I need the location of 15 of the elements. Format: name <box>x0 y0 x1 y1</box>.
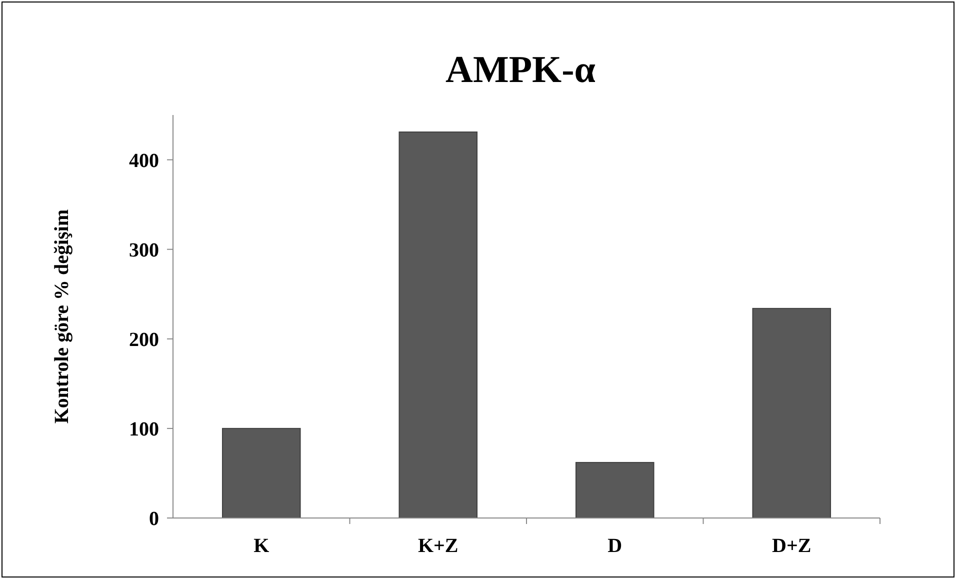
x-tick-label: K+Z <box>418 535 458 557</box>
bar <box>222 428 301 518</box>
x-tick-label: D <box>608 535 622 557</box>
y-tick-label: 100 <box>129 418 159 440</box>
y-axis-title: Kontrole göre % değişim <box>51 209 73 424</box>
bar <box>752 308 832 518</box>
y-tick-label: 0 <box>149 508 159 530</box>
y-tick-label: 200 <box>129 328 159 351</box>
bar <box>575 462 654 518</box>
bar <box>398 132 478 518</box>
y-tick-label: 400 <box>129 150 159 172</box>
x-tick-label: D+Z <box>772 535 812 557</box>
y-tick-label: 300 <box>129 239 159 262</box>
x-tick-label: K <box>254 535 270 557</box>
chart-title: AMPK-α <box>446 49 596 91</box>
